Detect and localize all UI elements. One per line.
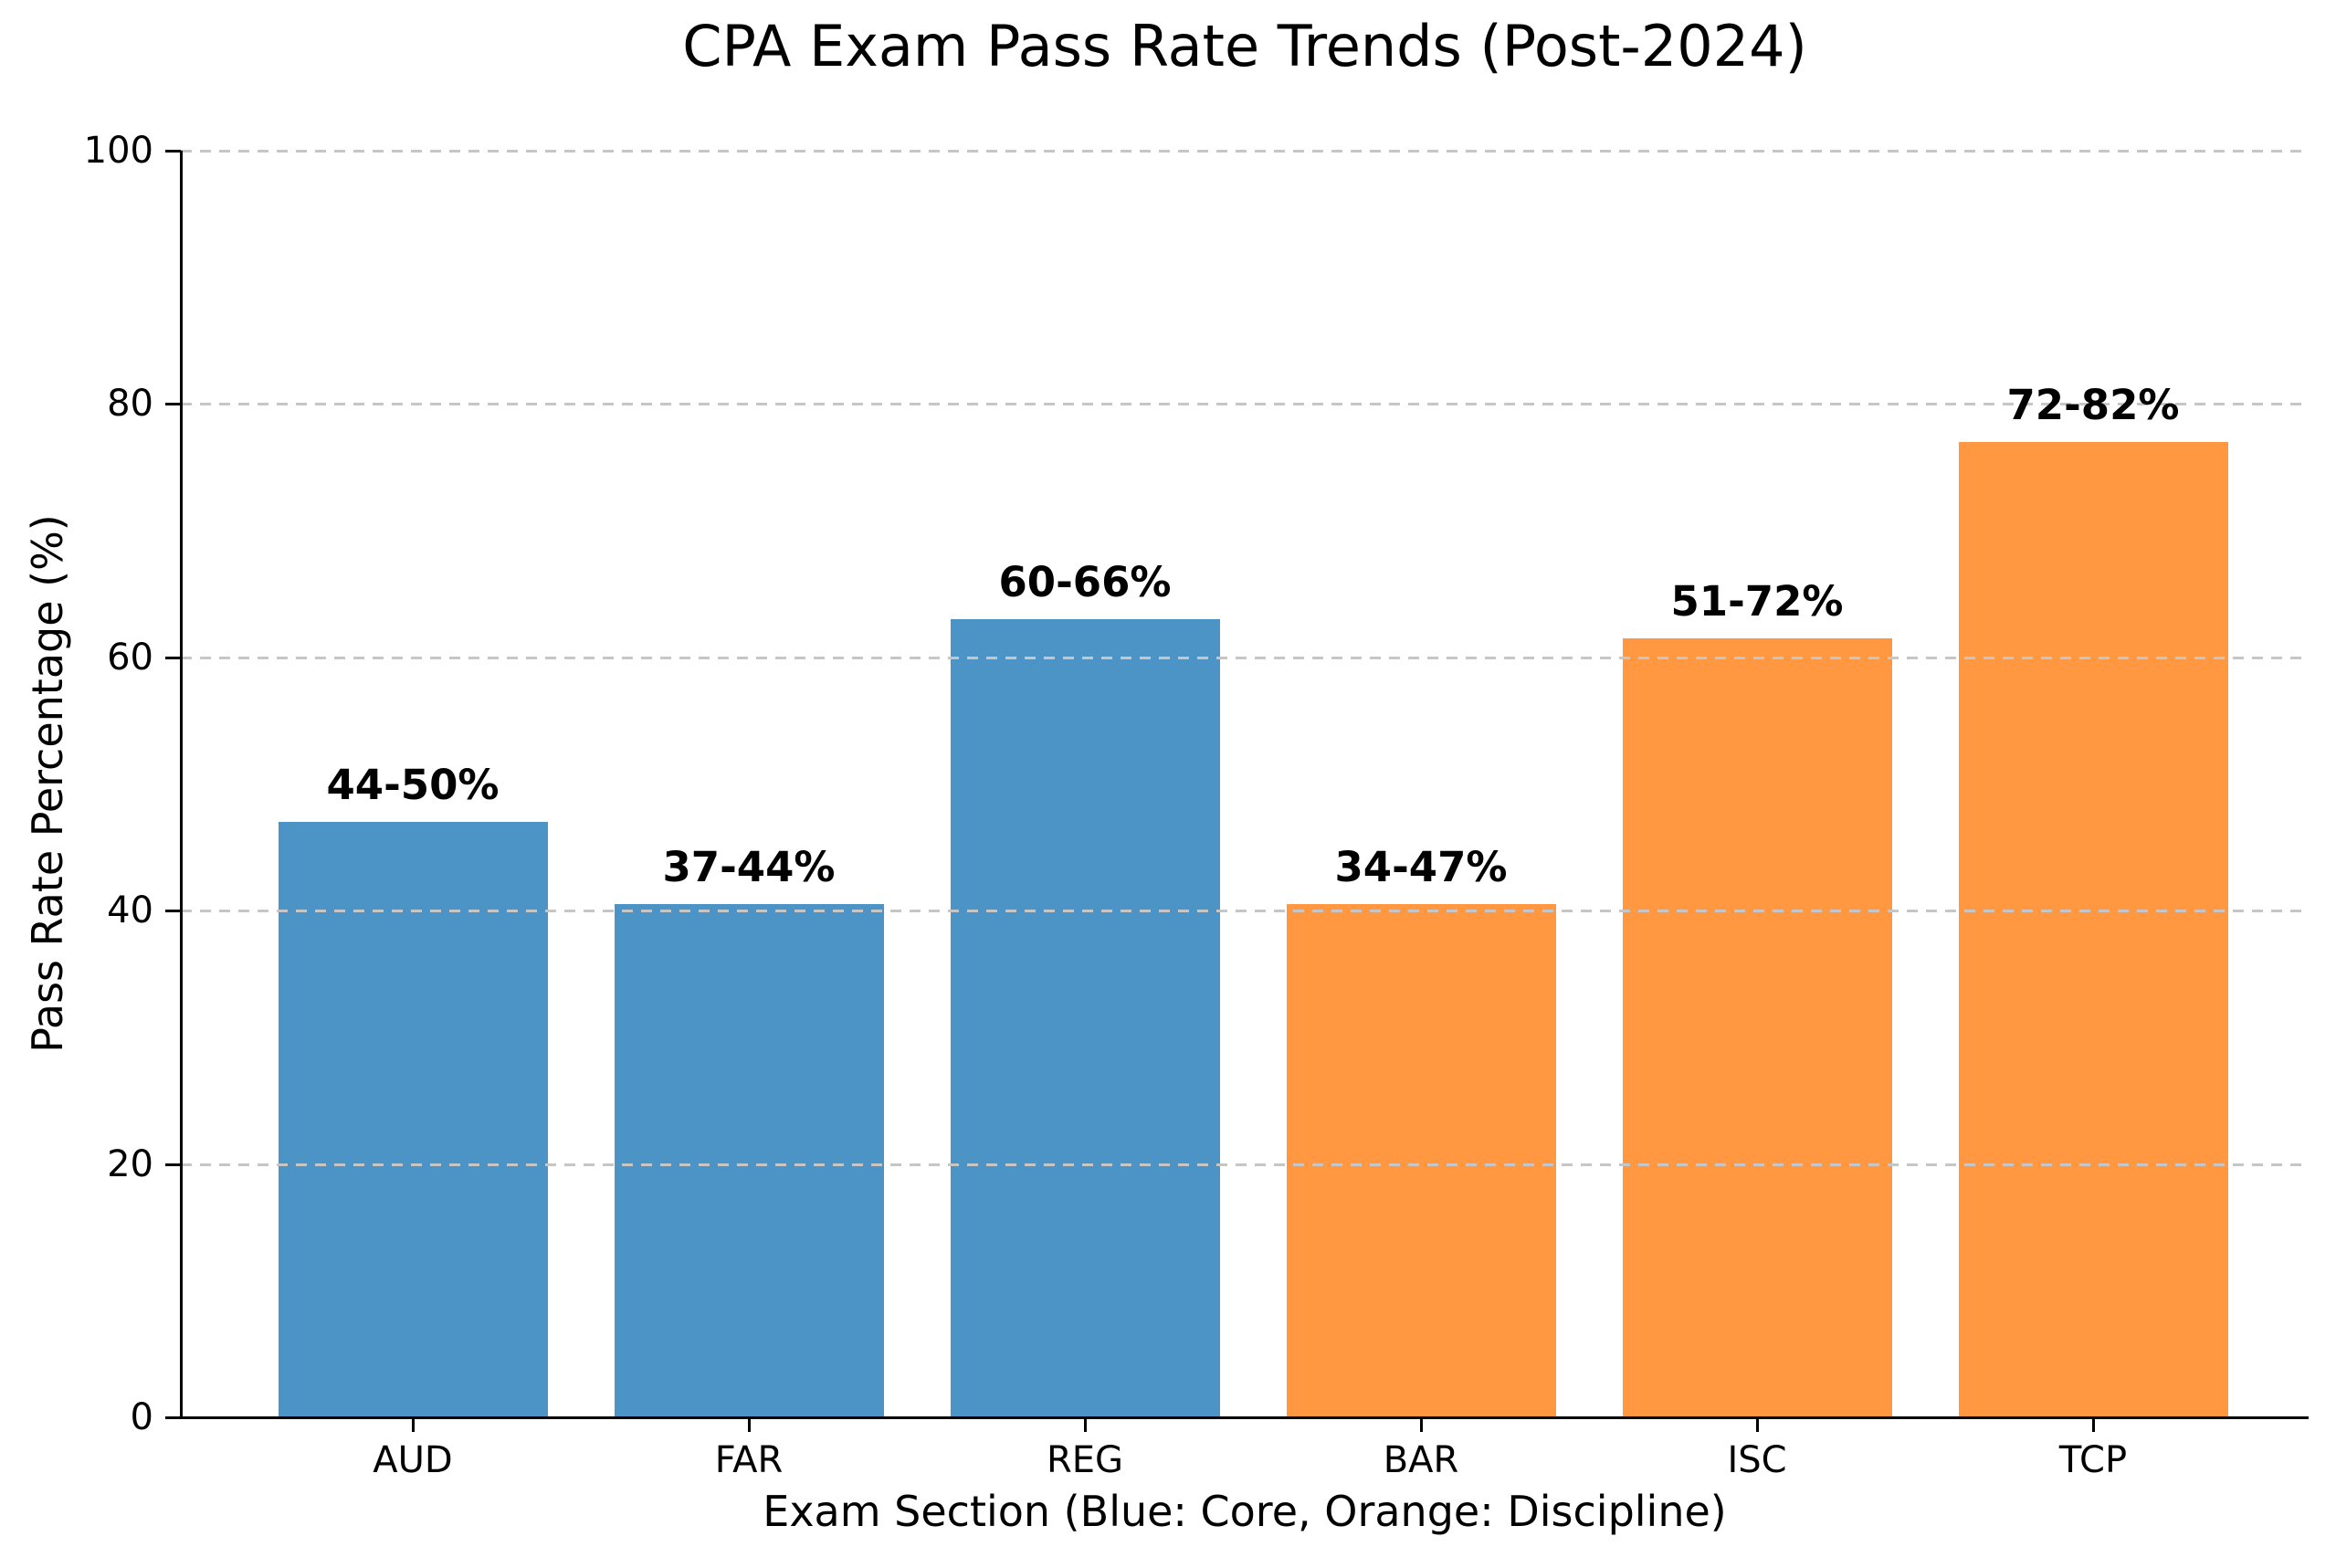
gridline-80 [181,403,2309,406]
x-tick-tcp [2092,1417,2095,1432]
chart-title: CPA Exam Pass Rate Trends (Post-2024) [682,13,1807,79]
gridline-40 [181,910,2309,913]
y-tick-60 [165,656,181,659]
bar-value-label-bar: 34-47% [1334,843,1508,892]
x-tick-isc [1756,1417,1759,1432]
bar-value-label-far: 37-44% [662,843,836,892]
bar-value-label-reg: 60-66% [998,558,1172,607]
y-tick-40 [165,910,181,913]
x-tick-reg [1084,1417,1087,1432]
x-tick-label-bar: BAR [1383,1439,1459,1481]
x-tick-label-reg: REG [1046,1439,1124,1481]
y-tick-20 [165,1163,181,1166]
y-tick-label-80: 80 [107,383,153,426]
bar-value-label-aud: 44-50% [326,761,500,810]
bar-tcp [1958,442,2228,1417]
bar-isc [1622,638,1892,1417]
bar-reg [950,619,1220,1417]
x-tick-label-tcp: TCP [2058,1439,2128,1481]
gridline-20 [181,1163,2309,1166]
y-tick-label-100: 100 [83,130,153,172]
y-tick-label-60: 60 [107,636,153,679]
bar-value-label-tcp: 72-82% [2006,381,2180,430]
gridline-60 [181,656,2309,659]
bar-value-label-isc: 51-72% [1670,577,1844,626]
x-tick-bar [1420,1417,1423,1432]
y-tick-label-40: 40 [107,889,153,932]
bar-bar [1286,904,1556,1417]
plot-area: 44-50% 37-44% 60-66% 34-47% 51-72% 72-82% 0 20… [84,130,2309,1481]
x-tick-aud [412,1417,415,1432]
bar-aud [278,822,548,1417]
x-tick-label-aud: AUD [373,1439,453,1481]
x-axis-label: Exam Section (Blue: Core, Orange: Discip… [763,1487,1727,1536]
x-tick-far [748,1417,751,1432]
y-tick-label-0: 0 [130,1396,153,1438]
y-tick-80 [165,403,181,406]
y-axis-label: Pass Rate Percentage (%) [23,514,72,1053]
x-tick-label-isc: ISC [1727,1439,1787,1481]
x-tick-label-far: FAR [714,1439,784,1481]
x-axis-line [181,1416,2309,1419]
y-tick-0 [165,1416,181,1419]
y-tick-100 [165,150,181,153]
bar-far [614,904,884,1417]
y-tick-label-20: 20 [107,1142,153,1185]
y-axis-line [180,151,183,1419]
gridline-100 [181,150,2309,153]
